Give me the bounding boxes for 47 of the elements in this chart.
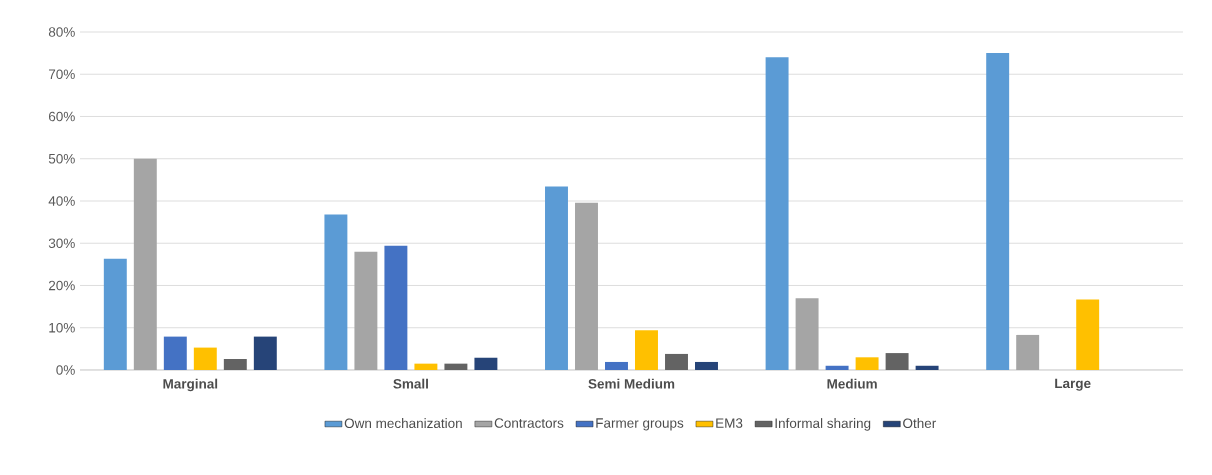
legend-label: EM3 (716, 418, 743, 428)
bar (414, 363, 438, 370)
x-tick-label: Small (393, 378, 428, 389)
bar (193, 347, 217, 370)
x-tick-label: Marginal (163, 378, 218, 392)
bar (855, 357, 879, 370)
bar (915, 365, 939, 370)
legend-label: Contractors (494, 418, 564, 428)
y-tick-label: 50% (48, 153, 75, 164)
bar (575, 202, 598, 370)
y-tick-label: 60% (48, 111, 75, 122)
legend-label: Other (903, 418, 937, 429)
bar (133, 158, 157, 370)
y-tick-label: 40% (48, 196, 75, 206)
x-tick-label: Large (1055, 378, 1091, 391)
bar (635, 330, 658, 370)
bar (795, 298, 819, 370)
y-tick-label: 0% (56, 365, 75, 375)
bar (695, 361, 718, 370)
bar (545, 186, 568, 370)
y-tick-label: 70% (48, 69, 75, 80)
bar (324, 214, 348, 370)
legend-label: Farmer groups (596, 418, 684, 431)
y-tick-label: 80% (48, 27, 75, 37)
x-tick-label: Medium (827, 378, 877, 389)
bar (825, 365, 849, 370)
bar (444, 363, 468, 370)
bar (605, 361, 628, 370)
bar (103, 258, 127, 370)
bar (384, 245, 408, 370)
bar (223, 359, 247, 370)
bar (1016, 334, 1040, 370)
y-tick-label: 20% (48, 280, 75, 291)
bar (354, 251, 378, 370)
y-tick-label: 10% (49, 322, 75, 333)
bar (765, 57, 789, 370)
bar (163, 336, 187, 370)
bar (253, 336, 277, 370)
bar (474, 357, 498, 370)
bar (885, 353, 909, 370)
bar (1076, 299, 1100, 370)
legend-label: Own mechanization (344, 418, 462, 429)
bar (986, 53, 1010, 370)
bar (665, 353, 688, 370)
legend-label: Informal sharing (775, 418, 871, 431)
x-tick-label: Semi Medium (588, 378, 675, 389)
y-tick-label: 30% (48, 238, 75, 249)
